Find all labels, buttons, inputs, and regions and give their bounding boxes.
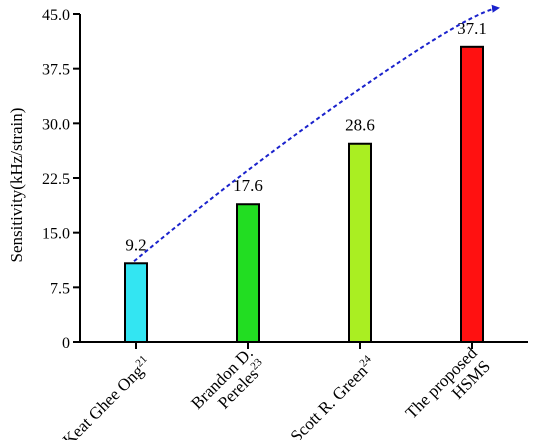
- y-tick-label: 15.0: [42, 226, 70, 243]
- y-axis: 0 7.5 15.0 22.5 30.0 37.5 45.0: [42, 7, 81, 352]
- y-tick-label: 0: [62, 335, 70, 352]
- y-tick-label: 7.5: [50, 280, 70, 297]
- x-axis: [80, 341, 528, 349]
- x-tick-label: Keat Ghee Ong21: [59, 353, 155, 440]
- bar: [124, 262, 148, 343]
- y-tick-label: 45.0: [42, 7, 70, 24]
- data-label: 37.1: [457, 19, 487, 38]
- y-tick-label: 37.5: [42, 62, 70, 79]
- bar: [348, 142, 372, 343]
- category-labels: Keat Ghee Ong21 Brandon D.Pereles23 Scott …: [59, 343, 495, 440]
- y-tick-label: 22.5: [42, 171, 70, 188]
- x-tick-label: The proposedHSMS: [402, 343, 495, 436]
- x-tick-label: Scott R. Green24: [286, 353, 379, 440]
- data-label: 9.2: [125, 235, 146, 254]
- trend-curve: [133, 4, 500, 263]
- bar: [460, 45, 484, 344]
- y-axis-title: Sensitivity(kHz/strain): [7, 108, 26, 263]
- trend-line: [133, 4, 500, 263]
- bars: 9.2 17.6 28.6 37.1: [124, 19, 487, 344]
- data-label: 28.6: [345, 116, 375, 135]
- bar: [236, 203, 260, 343]
- x-tick-label: Brandon D.Pereles23: [187, 343, 270, 426]
- y-tick-label: 30.0: [42, 116, 70, 133]
- data-label: 17.6: [233, 176, 263, 195]
